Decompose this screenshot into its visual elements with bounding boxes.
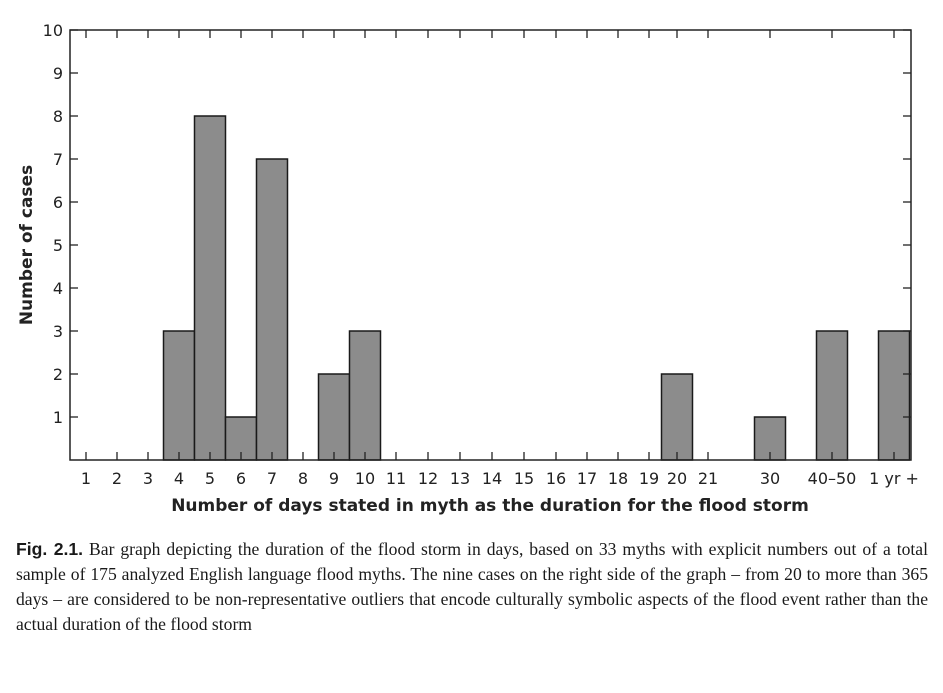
x-tick-label-1 yr +: 1 yr + (869, 469, 919, 488)
y-tick-label-6: 6 (53, 193, 63, 212)
y-axis-title: Number of cases (17, 165, 37, 325)
y-tick-label-4: 4 (53, 279, 63, 298)
x-tick-label-40–50: 40–50 (808, 469, 857, 488)
figure-label: Fig. 2.1. (16, 539, 84, 559)
x-tick-label-11: 11 (386, 469, 406, 488)
x-tick-label-16: 16 (546, 469, 566, 488)
bar-9 (317, 373, 351, 461)
bar-20 (660, 373, 694, 461)
y-tick-label-7: 7 (53, 150, 63, 169)
x-tick-label-21: 21 (698, 469, 718, 488)
y-tick-label-8: 8 (53, 107, 63, 126)
x-tick-label-5: 5 (205, 469, 215, 488)
x-tick-label-13: 13 (450, 469, 470, 488)
x-tick-label-17: 17 (577, 469, 597, 488)
bar-40–50 (815, 330, 849, 461)
bar-4 (162, 330, 196, 461)
y-tick-label-9: 9 (53, 64, 63, 83)
bar-1 yr + (877, 330, 911, 461)
x-tick-label-15: 15 (514, 469, 534, 488)
x-axis: 1 2 3 4 5 6 7 8 9 10 11 12 13 14 15 16 17 18 19 20 21 30 40–50… (81, 30, 919, 488)
x-tick-label-12: 12 (418, 469, 438, 488)
y-axis: 1 2 3 4 5 6 7 8 9 10 (43, 21, 911, 427)
x-tick-label-19: 19 (639, 469, 659, 488)
x-tick-label-4: 4 (174, 469, 184, 488)
x-tick-label-14: 14 (482, 469, 502, 488)
x-tick-label-30: 30 (760, 469, 780, 488)
y-tick-label-1: 1 (53, 408, 63, 427)
x-axis-title: Number of days stated in myth as the dur… (171, 496, 809, 516)
x-tick-label-10: 10 (355, 469, 375, 488)
x-tick-label-2: 2 (112, 469, 122, 488)
x-tick-label-7: 7 (267, 469, 277, 488)
bar-7 (255, 158, 289, 461)
x-tick-label-20: 20 (667, 469, 687, 488)
y-tick-label-3: 3 (53, 322, 63, 341)
figure-caption: Fig. 2.1. Bar graph depicting the durati… (16, 537, 928, 637)
y-tick-label-2: 2 (53, 365, 63, 384)
x-tick-label-8: 8 (298, 469, 308, 488)
x-tick-label-18: 18 (608, 469, 628, 488)
x-tick-label-9: 9 (329, 469, 339, 488)
y-tick-label-10: 10 (43, 21, 63, 40)
x-tick-label-1: 1 (81, 469, 91, 488)
x-tick-label-6: 6 (236, 469, 246, 488)
y-tick-label-5: 5 (53, 236, 63, 255)
bar-10 (348, 330, 382, 461)
bar-5 (193, 115, 227, 461)
bars-group (162, 115, 911, 461)
x-tick-label-3: 3 (143, 469, 153, 488)
caption-text: Bar graph depicting the duration of the … (16, 539, 928, 634)
